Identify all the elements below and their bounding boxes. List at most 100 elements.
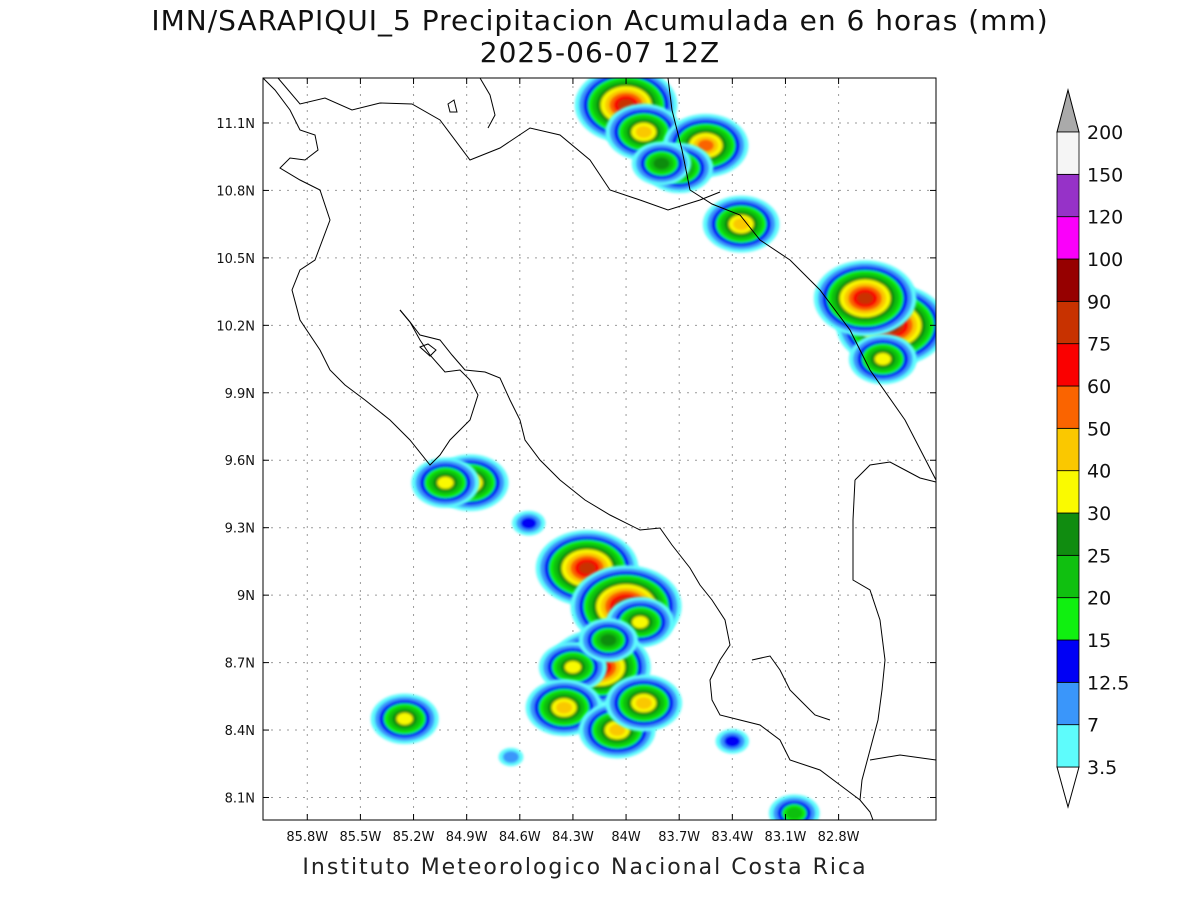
precip-contour [653, 157, 670, 170]
colorbar-segment [1056, 343, 1080, 387]
colorbar-label: 100 [1087, 249, 1123, 271]
lat-tick-label: 8.7N [225, 657, 255, 672]
colorbar-label: 7 [1087, 715, 1099, 737]
lat-tick-label: 9N [237, 589, 255, 604]
lon-tick-label: 82.8W [818, 830, 860, 845]
map-title: IMN/SARAPIQUI_5 Precipitacion Acumulada … [151, 4, 1049, 37]
colorbar-segment [1056, 597, 1080, 641]
colorbar-segment [1056, 554, 1080, 599]
nicoya-gulf [399, 309, 874, 820]
colorbar-segment [1056, 427, 1080, 472]
precip-cell [498, 747, 524, 767]
colorbar-segment [1056, 131, 1080, 175]
precip-contour [600, 634, 617, 647]
colorbar-label: 20 [1087, 588, 1111, 610]
colorbar-label: 60 [1087, 376, 1111, 398]
precip-cell [631, 141, 692, 186]
precip-contour [502, 751, 520, 764]
precip-contour [697, 139, 714, 152]
colorbar-label: 15 [1087, 630, 1111, 652]
precip-cell [813, 260, 917, 337]
golfo-dulce [751, 655, 831, 721]
lon-tick-label: 83.4W [711, 830, 753, 845]
lat-tick-label: 9.6N [225, 454, 255, 469]
pacific-coast-north [263, 78, 479, 466]
lat-tick-label: 8.1N [225, 792, 255, 807]
colorbar-segment [1056, 173, 1080, 218]
lon-tick-label: 84.3W [552, 830, 594, 845]
precip-contour [786, 807, 803, 820]
panama-pacific-coast [869, 754, 936, 761]
colorbar-segment [1056, 639, 1080, 683]
coastline-layer [263, 78, 936, 820]
precip-cell [578, 618, 639, 663]
colorbar-over-arrow [1056, 88, 1080, 133]
lake-south-shore [479, 78, 496, 129]
precip-cell [511, 510, 546, 536]
precip-contour [520, 517, 537, 530]
precip-cell [848, 333, 917, 385]
colorbar-segment [1056, 300, 1080, 345]
lon-tick-label: 85.8W [286, 830, 328, 845]
colorbar-label: 75 [1087, 334, 1111, 356]
lon-tick-label: 84.6W [499, 830, 541, 845]
colorbar-label: 150 [1087, 164, 1123, 186]
chira-island [419, 343, 437, 357]
precip-cell [605, 674, 683, 732]
nicaragua-lake-shore [277, 78, 721, 211]
lat-tick-label: 10.8N [216, 184, 255, 199]
precip-cell [768, 794, 820, 820]
precipitation-layer [370, 78, 936, 820]
precip-cell [715, 728, 750, 754]
lat-tick-label: 9.9N [225, 387, 255, 402]
footer-credit: Instituto Meteorologico Nacional Costa R… [302, 855, 868, 880]
colorbar-segment [1056, 470, 1080, 514]
nicaragua-costarica-border [667, 78, 936, 481]
colorbar-label: 200 [1087, 122, 1123, 144]
precip-contour [635, 697, 652, 710]
colorbar-segment [1056, 681, 1080, 726]
precip-cell [411, 457, 480, 508]
map-subtitle-date: 2025-06-07 12Z [479, 36, 721, 69]
precip-cell [605, 103, 683, 161]
lon-tick-label: 85.2W [393, 830, 435, 845]
colorbar-label: 40 [1087, 461, 1111, 483]
precip-contour [609, 724, 626, 737]
colorbar-segment [1056, 385, 1080, 429]
lon-tick-label: 85.5W [340, 830, 382, 845]
precip-contour [555, 701, 573, 714]
lat-tick-label: 9.3N [225, 522, 255, 537]
colorbar-segment [1056, 216, 1080, 260]
precip-contour [874, 353, 891, 366]
colorbar-label: 120 [1087, 207, 1123, 229]
precip-contour [579, 562, 596, 575]
precip-contour [635, 125, 652, 138]
precip-contour [396, 712, 413, 725]
lat-tick-label: 11.1N [216, 117, 255, 132]
precip-contour [857, 292, 874, 305]
lat-tick-label: 10.5N [216, 252, 255, 267]
colorbar-label: 3.5 [1087, 757, 1117, 779]
colorbar-label: 30 [1087, 503, 1111, 525]
precip-contour [724, 735, 741, 748]
precip-cell [370, 693, 439, 745]
precip-contour [632, 616, 649, 629]
precip-contour [564, 661, 582, 674]
lon-tick-label: 84W [611, 830, 641, 845]
colorbar-label: 12.5 [1087, 672, 1129, 694]
lon-tick-label: 83.1W [765, 830, 807, 845]
colorbar-segment [1056, 724, 1080, 768]
lat-tick-label: 8.4N [225, 724, 255, 739]
precip-contour [437, 476, 454, 489]
precip-cell [702, 195, 780, 253]
colorbar: 3.5 7 12.5 15 20 25 30 40 50 60 75 90 100 120 150 200 [1056, 88, 1129, 809]
lon-tick-label: 84.9W [446, 830, 488, 845]
colorbar-label: 25 [1087, 545, 1111, 567]
nicaragua-island [447, 99, 458, 113]
colorbar-segment [1056, 512, 1080, 556]
colorbar-segment [1056, 258, 1080, 302]
panama-border-south [852, 479, 886, 801]
colorbar-label: 50 [1087, 418, 1111, 440]
costarica-panama-border [854, 461, 936, 483]
